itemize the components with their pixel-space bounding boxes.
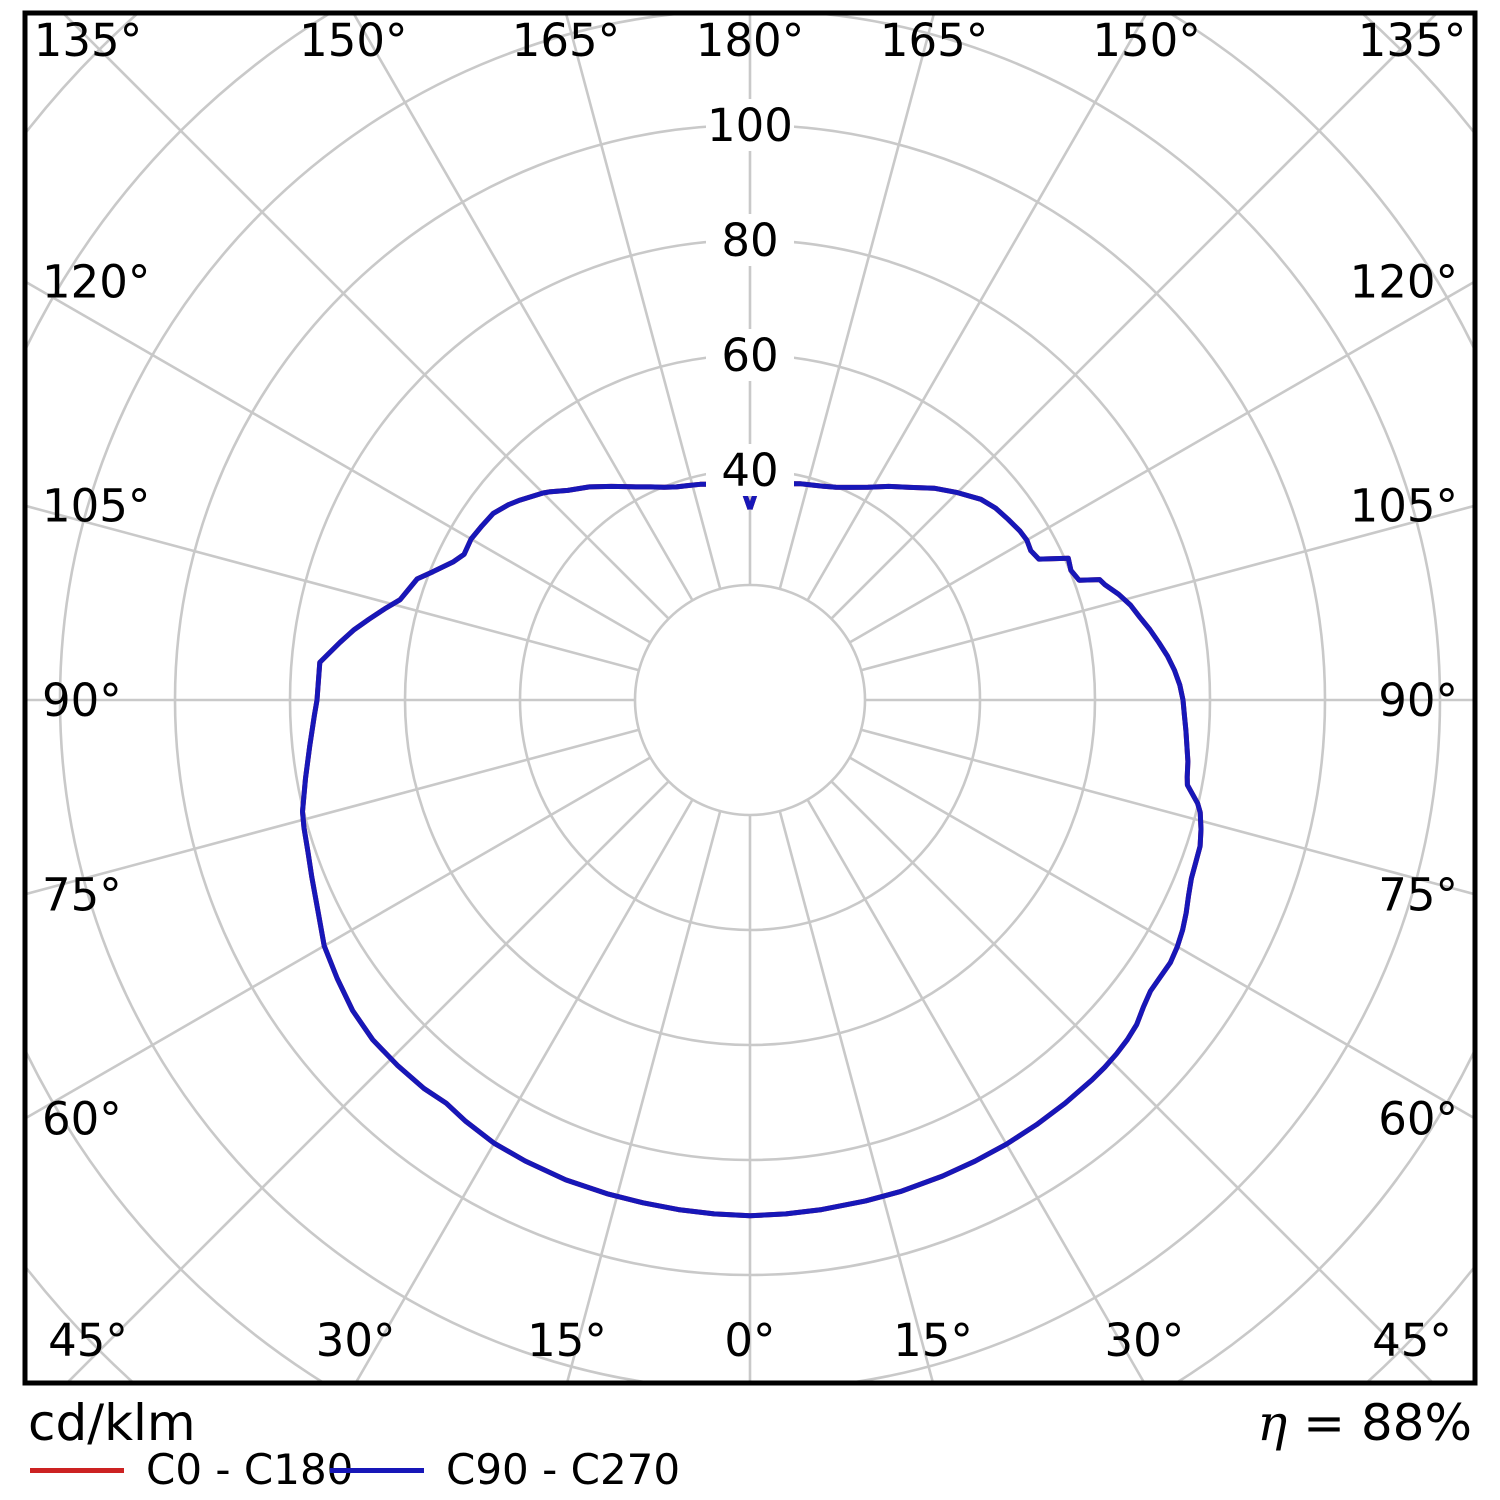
angle-label-R0: 0° bbox=[724, 1314, 775, 1367]
angle-labels: 0° 15° 15° 30° 30° 45° 45° 60° 60° 75° 75° 90° 90° 10… bbox=[34, 14, 1466, 1367]
grid-spoke-R150 bbox=[806, 15, 1147, 602]
radial-label-mask-100 bbox=[706, 99, 794, 151]
grid-spoke-R45 bbox=[830, 780, 1433, 1381]
grid-spoke-L45 bbox=[67, 780, 670, 1381]
angle-label-L90: 90° bbox=[42, 674, 122, 727]
grid-spoke-R120 bbox=[848, 281, 1473, 644]
angle-label-L75: 75° bbox=[42, 868, 122, 921]
grid-spoke-R60 bbox=[848, 756, 1473, 1119]
angle-label-R60: 60° bbox=[1378, 1093, 1458, 1146]
grid-spoke-L135 bbox=[63, 15, 670, 620]
angle-label-L45: 45° bbox=[48, 1314, 128, 1367]
radial-label-mask-40 bbox=[706, 444, 794, 496]
legend-item-c90-c270: C90 - C270 bbox=[330, 1448, 680, 1492]
angle-label-L30: 30° bbox=[316, 1314, 396, 1367]
angle-label-R135: 135° bbox=[1358, 14, 1466, 67]
angle-label-L150: 150° bbox=[299, 14, 407, 67]
grid-spoke-R135 bbox=[830, 15, 1437, 620]
angle-label-R120: 120° bbox=[1350, 255, 1458, 308]
angle-label-R105: 105° bbox=[1350, 480, 1458, 533]
angle-label-R165: 165° bbox=[880, 14, 988, 67]
grid-spoke-L60 bbox=[27, 756, 652, 1119]
angle-label-L15: 15° bbox=[527, 1314, 607, 1367]
angle-label-R90: 90° bbox=[1378, 674, 1458, 727]
grid-spoke-R30 bbox=[806, 798, 1145, 1381]
radial-label-mask-60 bbox=[706, 329, 794, 381]
grid-spoke-L120 bbox=[27, 281, 652, 644]
angle-label-L120: 120° bbox=[42, 255, 150, 308]
legend-label-c0-c180: C0 - C180 bbox=[146, 1445, 354, 1494]
angle-label-L60: 60° bbox=[42, 1093, 122, 1146]
radial-tick-label-40: 40 bbox=[721, 444, 778, 497]
grid-spoke-L165 bbox=[565, 15, 722, 590]
legend-swatch-blue bbox=[330, 1467, 424, 1473]
grid-spoke-L150 bbox=[353, 15, 694, 602]
grid-spoke-L30 bbox=[355, 798, 694, 1381]
angle-label-R30: 30° bbox=[1104, 1314, 1184, 1367]
grid-spoke-L15 bbox=[566, 810, 722, 1381]
angle-label-R150: 150° bbox=[1092, 14, 1200, 67]
angle-label-L135: 135° bbox=[34, 14, 142, 67]
grid-spoke-L75 bbox=[27, 728, 640, 896]
radial-label-mask-80 bbox=[706, 214, 794, 266]
angle-label-R15: 15° bbox=[893, 1314, 973, 1367]
angle-label-L165: 165° bbox=[512, 14, 620, 67]
legend-item-c0-c180: C0 - C180 bbox=[30, 1448, 353, 1492]
angle-label-L105: 105° bbox=[42, 480, 150, 533]
legend-label-c90-c270: C90 - C270 bbox=[446, 1445, 681, 1494]
radial-labels: 40 60 80 100 bbox=[706, 99, 794, 497]
efficiency-label: η = 88% bbox=[1257, 1398, 1472, 1448]
angle-label-R75: 75° bbox=[1378, 868, 1458, 921]
grid-spoke-L105 bbox=[27, 504, 640, 672]
radial-tick-label-100: 100 bbox=[707, 99, 793, 152]
legend-swatch-red bbox=[30, 1467, 124, 1473]
grid-spoke-R165 bbox=[778, 15, 935, 590]
curve-c90-c270 bbox=[300, 476, 1204, 1219]
angle-label-R180: 180° bbox=[696, 14, 804, 67]
plot-frame bbox=[22, 10, 1478, 1386]
angle-label-R45: 45° bbox=[1372, 1314, 1452, 1367]
radial-tick-label-60: 60 bbox=[721, 329, 778, 382]
curves bbox=[300, 476, 1204, 1219]
grid-spoke-R105 bbox=[860, 504, 1473, 672]
eta-symbol: η bbox=[1257, 1394, 1288, 1452]
radial-tick-label-80: 80 bbox=[721, 214, 778, 267]
grid-spoke-R15 bbox=[778, 810, 934, 1381]
legend: C0 - C180 C90 - C270 bbox=[0, 1448, 1500, 1492]
eta-value: = 88% bbox=[1303, 1394, 1472, 1452]
grid-spoke-R75 bbox=[860, 728, 1473, 896]
units-label: cd/klm bbox=[28, 1394, 196, 1452]
